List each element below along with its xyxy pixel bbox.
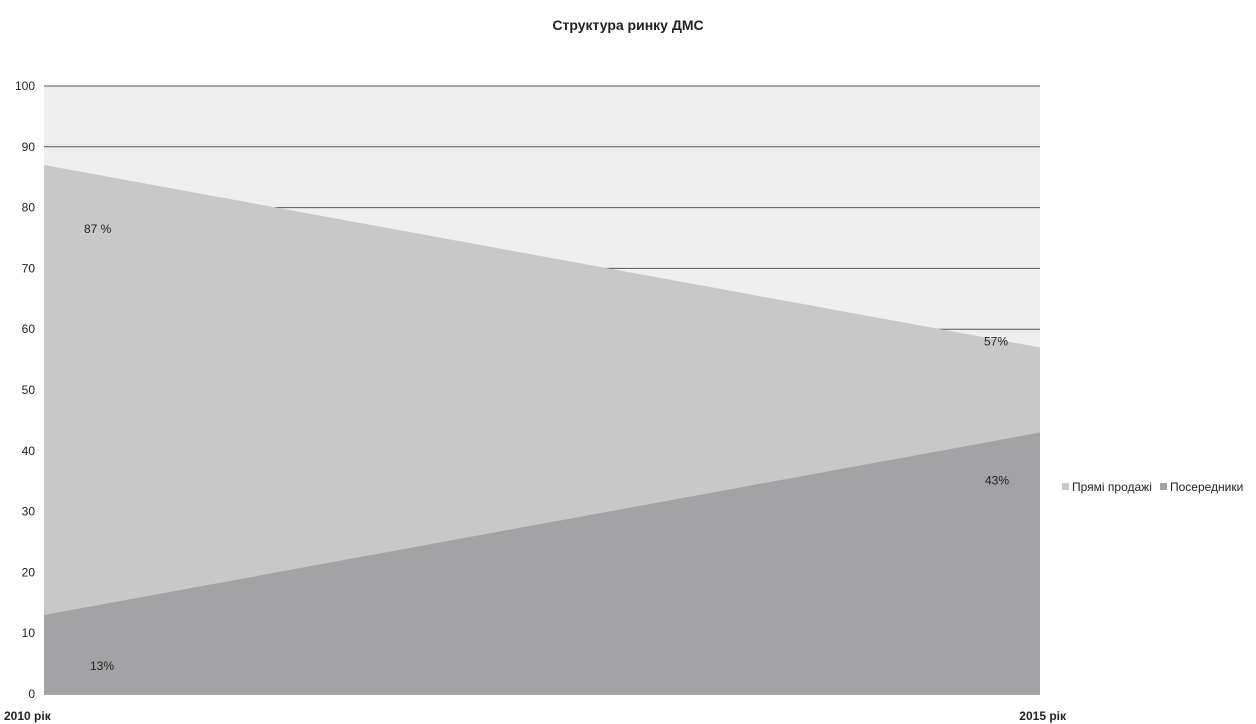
data-label: 57% <box>984 334 1008 348</box>
x-axis-ticks: 2010 рік 2015 рік <box>4 709 1067 723</box>
x-tick-label: 2015 рік <box>1019 709 1067 723</box>
data-labels: 87 % 57% 13% 43% <box>84 222 1009 673</box>
y-tick-label: 100 <box>15 79 35 93</box>
data-label: 87 % <box>84 222 112 236</box>
y-tick-label: 10 <box>22 626 36 640</box>
legend-swatch <box>1160 483 1167 490</box>
y-axis-ticks: 0 10 20 30 40 50 60 70 80 90 100 <box>15 79 35 701</box>
y-tick-label: 0 <box>28 687 35 701</box>
y-tick-label: 40 <box>22 444 36 458</box>
legend-label: Прямі продажі <box>1072 480 1152 494</box>
legend-label: Посередники <box>1170 480 1243 494</box>
y-tick-label: 80 <box>22 201 36 215</box>
y-tick-label: 90 <box>22 140 36 154</box>
series-areas <box>44 165 1040 695</box>
chart-title: Структура ринку ДМС <box>552 17 703 33</box>
legend: Прямі продажі Посередники <box>1062 480 1243 494</box>
y-tick-label: 20 <box>22 565 36 579</box>
area-poserednyky <box>44 432 1040 694</box>
y-tick-label: 50 <box>22 383 36 397</box>
y-tick-label: 60 <box>22 322 36 336</box>
legend-swatch <box>1062 483 1069 490</box>
x-tick-label: 2010 рік <box>4 709 52 723</box>
y-tick-label: 30 <box>22 505 36 519</box>
data-label: 13% <box>90 659 114 673</box>
y-tick-label: 70 <box>22 261 36 275</box>
data-label: 43% <box>985 474 1009 488</box>
